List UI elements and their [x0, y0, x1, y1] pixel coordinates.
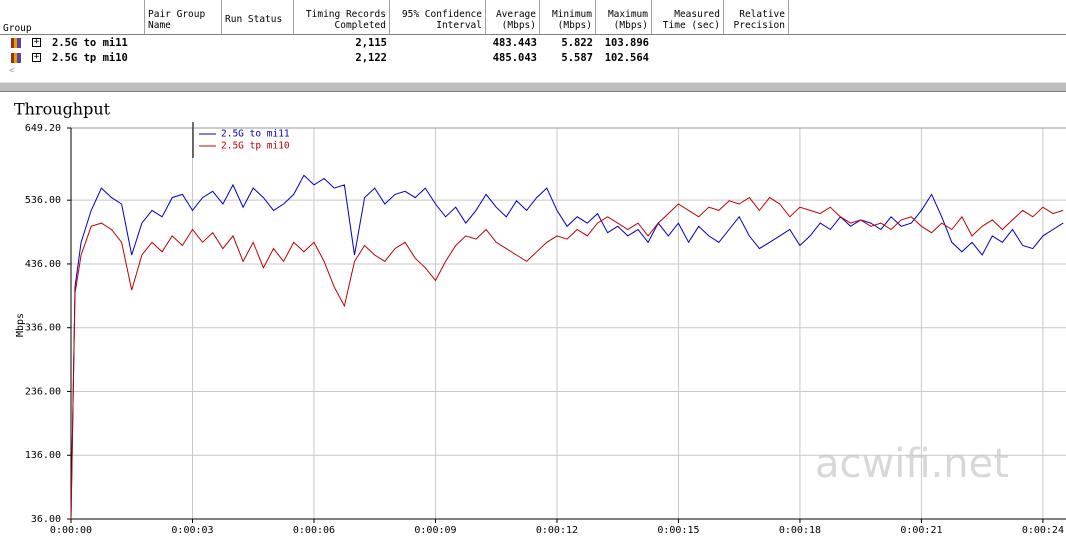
- y-tick-label: 136.00: [25, 450, 61, 461]
- results-table: Group Pair Group Name Run Status Timing Reco…: [0, 0, 1066, 82]
- x-tick-label: 0:00:09: [414, 525, 456, 536]
- legend-label: 2.5G to mi11: [221, 129, 290, 140]
- expand-box: +: [32, 37, 41, 47]
- cell-text: 2,115: [355, 37, 387, 49]
- header-text: Interval: [436, 19, 482, 31]
- y-tick-label: 436.00: [25, 259, 61, 270]
- header-text: Measured: [674, 8, 720, 20]
- scroll-arrow[interactable]: <: [9, 66, 15, 76]
- watermark: acwifi.net: [815, 441, 1009, 487]
- x-tick-label: 0:00:24: [1022, 525, 1064, 536]
- x-tick-label: 0:00:03: [171, 525, 213, 536]
- column-header[interactable]: Minimum (Mbps): [540, 0, 596, 34]
- y-tick-label: 236.00: [25, 386, 61, 397]
- row-icon: [11, 53, 21, 63]
- column-header[interactable]: Average (Mbps): [486, 0, 540, 34]
- row-icon: [11, 38, 21, 48]
- chart-title: Throughput: [14, 100, 111, 119]
- header-text: (Mbps): [501, 19, 536, 31]
- cell-text: 483.443: [492, 37, 537, 49]
- expand-box: +: [32, 52, 41, 62]
- column-header[interactable]: Measured Time (sec): [652, 0, 724, 34]
- cell-text: 103.896: [604, 37, 649, 49]
- column-header[interactable]: Pair Group Name: [145, 0, 222, 34]
- column-header[interactable]: Run Status: [222, 0, 294, 34]
- x-tick-label: 0:00:18: [779, 525, 821, 536]
- x-tick-label: 0:00:06: [293, 525, 335, 536]
- series-line: [70, 196, 1064, 520]
- x-tick-label: 0:00:00: [50, 525, 92, 536]
- header-text: (Mbps): [613, 19, 648, 31]
- legend-label: 2.5G tp mi10: [221, 141, 290, 152]
- cell-text: 485.043: [492, 52, 537, 64]
- splitter: [0, 82, 1066, 92]
- table-header-border: [0, 34, 1066, 35]
- header-text: Average: [495, 8, 536, 20]
- header-text: Completed: [334, 19, 386, 31]
- header-text: Pair Group: [148, 8, 206, 20]
- header-text: (Mbps): [557, 19, 592, 31]
- header-text: Group: [3, 23, 32, 34]
- header-text: 95% Confidence: [401, 8, 482, 20]
- header-text: Relative: [739, 8, 785, 20]
- y-axis-label: Mbps: [15, 313, 26, 337]
- y-tick-label: 536.00: [25, 195, 61, 206]
- x-tick-label: 0:00:15: [657, 525, 699, 536]
- header-text: Name: [148, 19, 171, 31]
- cell-text: 2,122: [355, 52, 387, 64]
- header-text: Run Status: [225, 14, 283, 25]
- y-tick-label: 336.00: [25, 323, 61, 334]
- column-header[interactable]: Maximum (Mbps): [596, 0, 652, 34]
- cell-text: 2.5G to mi11: [52, 37, 128, 49]
- y-tick-label: 649.20: [25, 123, 61, 134]
- x-tick-label: 0:00:12: [536, 525, 578, 536]
- series-line: [70, 174, 1064, 520]
- header-text: Minimum: [551, 8, 592, 20]
- header-text: Timing Records: [305, 8, 386, 20]
- header-text: Maximum: [607, 8, 648, 20]
- column-header[interactable]: Relative Precision: [724, 0, 789, 34]
- header-text: Precision: [733, 19, 785, 31]
- cell-text: 5.822: [561, 37, 593, 49]
- cell-text: 102.564: [604, 52, 649, 64]
- column-header[interactable]: Group: [0, 0, 145, 34]
- y-tick-label: 36.00: [31, 514, 61, 525]
- column-header[interactable]: 95% Confidence Interval: [390, 0, 486, 34]
- cell-text: 2.5G tp mi10: [52, 52, 128, 64]
- cell-text: 5.587: [561, 52, 593, 64]
- column-header[interactable]: Timing Records Completed: [294, 0, 390, 34]
- x-tick-label: 0:00:21: [900, 525, 942, 536]
- chart: Throughput Mbps acwifi.net 36.00 136.00 23…: [14, 100, 1066, 536]
- header-text: Time (sec): [662, 19, 720, 31]
